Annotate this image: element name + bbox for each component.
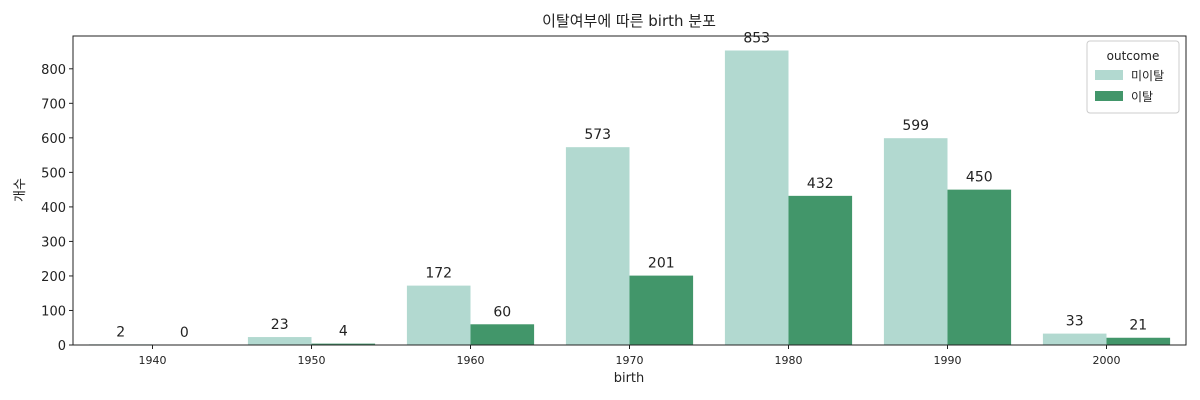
bar-label-1990-series-1: 450 xyxy=(966,170,993,186)
bar-1980-series-0 xyxy=(724,50,789,346)
bar-1960-series-0 xyxy=(406,285,471,345)
bar-label-1990-series-0: 599 xyxy=(902,118,929,134)
legend: outcome 미이탈 이탈 xyxy=(1086,40,1180,114)
bar-1990-series-1 xyxy=(947,189,1012,345)
y-axis-label: 개수 xyxy=(13,178,28,202)
legend-label-0: 미이탈 xyxy=(1131,69,1164,83)
bar-1970-series-1 xyxy=(629,275,694,345)
bar-label-1970-series-1: 201 xyxy=(648,256,675,272)
legend-swatch-0 xyxy=(1095,70,1123,80)
x-tick-label-1960: 1960 xyxy=(457,354,485,367)
legend-label-1: 이탈 xyxy=(1131,90,1153,104)
bar-1970-series-0 xyxy=(565,147,630,345)
y-tick-label-400: 400 xyxy=(41,201,66,216)
y-tick-label-0: 0 xyxy=(58,339,66,354)
x-axis-label: birth xyxy=(614,371,645,386)
x-tick-label-2000: 2000 xyxy=(1093,354,1121,367)
x-tick-label-1940: 1940 xyxy=(139,354,167,367)
x-tick-label-1970: 1970 xyxy=(616,354,644,367)
bar-2000-series-1 xyxy=(1106,337,1171,345)
bar-label-1940-series-1: 0 xyxy=(180,325,189,341)
y-tick-label-700: 700 xyxy=(41,97,66,112)
bar-label-1960-series-0: 172 xyxy=(425,266,452,282)
bar-2000-series-0 xyxy=(1042,333,1107,345)
y-axis: 0 100 200 300 400 500 600 700 800 xyxy=(41,63,73,354)
legend-title: outcome xyxy=(1107,49,1160,63)
y-tick-label-100: 100 xyxy=(41,304,66,319)
bar-label-2000-series-0: 33 xyxy=(1066,314,1084,330)
bar-1950-series-0 xyxy=(247,337,312,345)
legend-swatch-1 xyxy=(1095,91,1123,101)
bar-label-1950-series-1: 4 xyxy=(339,324,348,340)
x-tick-label-1980: 1980 xyxy=(775,354,803,367)
y-tick-label-300: 300 xyxy=(41,235,66,250)
bar-1960-series-1 xyxy=(470,324,535,345)
bar-label-2000-series-1: 21 xyxy=(1129,318,1147,334)
bars-layer xyxy=(88,50,1171,346)
bar-label-1980-series-1: 432 xyxy=(807,176,834,192)
y-tick-label-500: 500 xyxy=(41,166,66,181)
x-tick-label-1950: 1950 xyxy=(298,354,326,367)
y-tick-label-600: 600 xyxy=(41,132,66,147)
x-tick-label-1990: 1990 xyxy=(934,354,962,367)
bar-label-1950-series-0: 23 xyxy=(271,317,289,333)
bar-1950-series-1 xyxy=(311,343,376,345)
chart-title: 이탈여부에 따른 birth 분포 xyxy=(542,12,716,30)
bar-label-1970-series-0: 573 xyxy=(584,127,611,143)
y-tick-label-800: 800 xyxy=(41,63,66,78)
bar-label-1980-series-0: 853 xyxy=(743,31,770,47)
bar-labels-layer: 2 0 23 4 172 60 573 201 853 432 599 450 33 21 xyxy=(116,31,1147,341)
plot-frame xyxy=(72,35,1187,346)
bar-1980-series-1 xyxy=(788,195,853,345)
y-tick-label-200: 200 xyxy=(41,270,66,285)
x-axis: 1940 1950 1960 1970 1980 1990 2000 xyxy=(139,345,1121,367)
bar-label-1960-series-1: 60 xyxy=(493,304,511,320)
bar-1990-series-0 xyxy=(883,138,948,345)
bar-label-1940-series-0: 2 xyxy=(116,324,125,340)
